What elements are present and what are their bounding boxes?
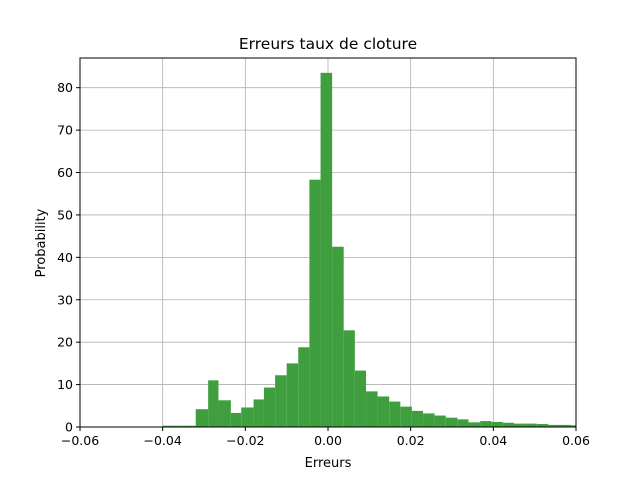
histogram-bar bbox=[400, 406, 412, 427]
x-tick-label: 0.02 bbox=[397, 433, 425, 448]
histogram-bar bbox=[468, 422, 481, 427]
x-tick-label: 0.06 bbox=[562, 433, 590, 448]
histogram-bar bbox=[457, 419, 469, 427]
histogram-bar bbox=[195, 409, 209, 427]
x-tick-label: 0.04 bbox=[479, 433, 507, 448]
y-tick-label: 20 bbox=[57, 335, 73, 350]
histogram-bar bbox=[571, 425, 576, 427]
y-axis-label: Probability bbox=[34, 208, 49, 277]
axis-ticks: −0.06 −0.04 −0.02 0.00 0.02 0.04 0.06 0 10 20 30 40… bbox=[57, 80, 590, 448]
y-tick-label: 40 bbox=[57, 250, 73, 265]
histogram-bar bbox=[320, 72, 333, 428]
x-tick-label: −0.02 bbox=[226, 433, 264, 448]
histogram-bar bbox=[208, 380, 219, 427]
histogram-bars bbox=[162, 72, 576, 428]
histogram-bar bbox=[536, 424, 549, 427]
histogram-bar bbox=[445, 417, 458, 427]
x-axis-label: Erreurs bbox=[305, 456, 352, 471]
histogram-bar bbox=[525, 423, 537, 427]
histogram-bar bbox=[309, 179, 321, 427]
x-tick-label: −0.04 bbox=[144, 433, 182, 448]
histogram-bar bbox=[502, 422, 514, 427]
y-tick-label: 0 bbox=[65, 420, 73, 435]
histogram-bar bbox=[253, 399, 264, 427]
histogram-bar bbox=[389, 401, 401, 427]
histogram-bar bbox=[514, 423, 526, 427]
histogram-bar bbox=[377, 396, 390, 427]
histogram-bar bbox=[366, 391, 378, 427]
histogram-bar bbox=[230, 413, 242, 427]
histogram-bar bbox=[559, 424, 572, 427]
y-tick-label: 30 bbox=[57, 292, 73, 307]
chart-title: Erreurs taux de cloture bbox=[239, 35, 417, 53]
x-tick-label: −0.06 bbox=[61, 433, 99, 448]
histogram-bar bbox=[275, 375, 287, 427]
histogram-bar bbox=[162, 425, 180, 427]
histogram-bar bbox=[263, 387, 276, 427]
y-tick-label: 70 bbox=[57, 123, 73, 138]
y-tick-label: 10 bbox=[57, 377, 73, 392]
y-tick-label: 60 bbox=[57, 165, 73, 180]
histogram-bar bbox=[241, 407, 254, 427]
y-tick-label: 50 bbox=[57, 207, 73, 222]
histogram-bar bbox=[548, 424, 560, 427]
histogram-bar bbox=[354, 370, 367, 427]
histogram-bar bbox=[434, 415, 446, 427]
histogram-bar bbox=[298, 347, 310, 427]
histogram-bar bbox=[332, 246, 344, 427]
histogram-bar bbox=[491, 421, 503, 427]
y-tick-label: 80 bbox=[57, 80, 73, 95]
histogram-bar bbox=[423, 413, 435, 427]
histogram-bar bbox=[343, 330, 355, 427]
histogram-bar bbox=[218, 400, 231, 427]
histogram-bar bbox=[179, 425, 196, 427]
x-tick-label: 0.00 bbox=[314, 433, 342, 448]
histogram-bar bbox=[411, 410, 424, 427]
histogram-bar bbox=[286, 363, 299, 427]
histogram-bar bbox=[480, 421, 492, 427]
